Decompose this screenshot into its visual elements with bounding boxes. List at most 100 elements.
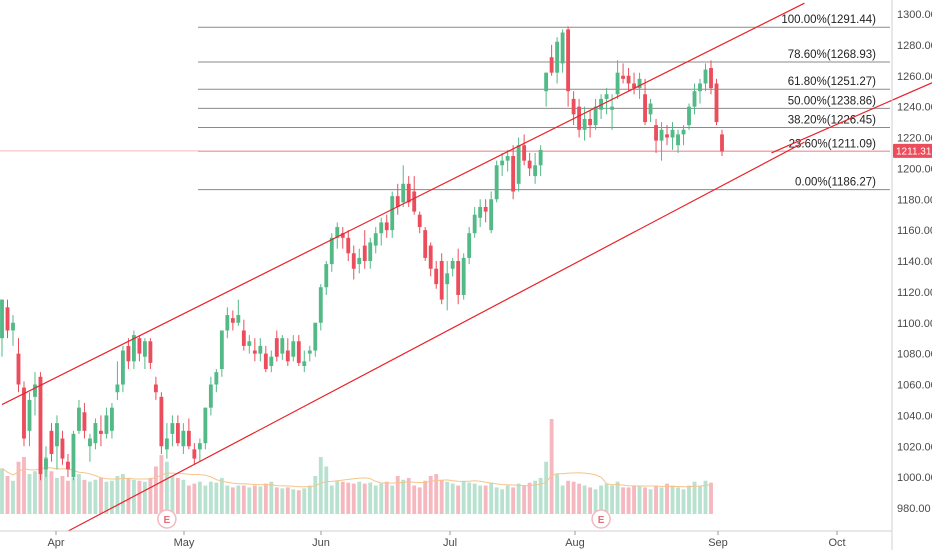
price-axis[interactable]: 980.00 1000.00 1020.00 1040.00 1060.00 1080.0… bbox=[891, 0, 932, 550]
candle-body bbox=[197, 443, 202, 450]
candle-body bbox=[395, 196, 400, 207]
volume-bar bbox=[274, 487, 279, 514]
time-axis[interactable]: Apr May Jun Jul Aug Sep Oct bbox=[0, 530, 892, 549]
volume-bar bbox=[709, 482, 713, 514]
candle-body bbox=[0, 299, 4, 339]
candle-body bbox=[307, 350, 312, 354]
candle bbox=[698, 78, 702, 104]
candle-body bbox=[241, 330, 246, 346]
candle-body bbox=[11, 322, 15, 331]
volume-bar bbox=[203, 485, 208, 514]
volume-bar bbox=[55, 477, 59, 514]
volume-bar bbox=[93, 479, 98, 514]
earnings-marker-icon[interactable] bbox=[157, 509, 177, 529]
volume-bar bbox=[186, 485, 191, 514]
volume-bar bbox=[577, 483, 582, 514]
candle bbox=[560, 29, 565, 73]
candle bbox=[208, 376, 213, 416]
price-tick-label: 1080.00 bbox=[897, 349, 932, 361]
volume-bar bbox=[351, 483, 356, 514]
candle bbox=[434, 261, 439, 289]
candle-body bbox=[582, 118, 587, 130]
candle bbox=[82, 403, 87, 439]
candle bbox=[263, 345, 268, 373]
fib-level-label: 100.00%(1291.44) bbox=[781, 14, 876, 26]
candle bbox=[406, 176, 411, 207]
volume-bar bbox=[0, 468, 4, 514]
volume-bar bbox=[566, 480, 571, 514]
candle-body bbox=[648, 103, 653, 115]
channel-upper-line[interactable] bbox=[1, 2, 805, 406]
volume-bar bbox=[604, 483, 609, 514]
fib-level-label: 50.00%(1238.86) bbox=[788, 95, 876, 107]
volume-bar bbox=[654, 485, 658, 514]
volume-bar bbox=[77, 474, 81, 514]
candle-body bbox=[263, 353, 268, 370]
candle-body bbox=[461, 257, 466, 295]
candle bbox=[258, 338, 263, 362]
candle bbox=[126, 338, 131, 370]
candle-body bbox=[555, 41, 560, 73]
volume-bar bbox=[494, 487, 499, 514]
fibonacci-retracement[interactable]: 100.00%(1291.44) 78.60%(1268.93) 61.80%(12… bbox=[198, 14, 890, 191]
candle bbox=[384, 214, 389, 238]
candle-body bbox=[654, 125, 658, 141]
candle-body bbox=[324, 264, 329, 288]
candle-body bbox=[335, 227, 340, 238]
candle bbox=[164, 423, 169, 459]
candle bbox=[571, 91, 576, 126]
volume-bar bbox=[247, 487, 252, 514]
volume-bar bbox=[439, 479, 444, 514]
candle-body bbox=[285, 350, 290, 362]
volume-bar bbox=[665, 483, 669, 514]
candle bbox=[148, 338, 153, 370]
candle bbox=[351, 245, 356, 280]
volume-bar bbox=[456, 485, 461, 514]
candle bbox=[555, 37, 560, 84]
candle bbox=[489, 191, 494, 234]
volume-bar bbox=[445, 481, 450, 514]
candle bbox=[549, 44, 554, 76]
candle-body bbox=[313, 322, 318, 351]
candle bbox=[599, 94, 604, 119]
trend-channel[interactable] bbox=[1, 2, 932, 532]
candle-body bbox=[170, 423, 175, 434]
candle-body bbox=[439, 261, 444, 300]
candle-body bbox=[467, 233, 472, 258]
candle bbox=[450, 257, 455, 277]
volume-bar bbox=[269, 481, 274, 514]
candle-body bbox=[588, 118, 593, 126]
volume-bar bbox=[626, 487, 631, 514]
candle bbox=[401, 165, 406, 207]
candle-body bbox=[511, 156, 516, 192]
volume-bar bbox=[505, 485, 510, 514]
candle bbox=[159, 392, 164, 454]
candle bbox=[494, 160, 499, 203]
candle bbox=[197, 438, 202, 462]
candle-body bbox=[406, 183, 411, 203]
candle bbox=[186, 418, 191, 450]
candle bbox=[615, 60, 620, 99]
volume-bar bbox=[549, 419, 554, 514]
candle-body bbox=[247, 341, 252, 346]
candle-body bbox=[533, 165, 538, 177]
time-tick-label: Aug bbox=[565, 537, 585, 549]
candle-body bbox=[44, 458, 48, 470]
candle-body bbox=[560, 32, 565, 64]
volume-bar bbox=[676, 487, 680, 514]
volume-bar bbox=[687, 485, 691, 514]
channel-lower-line[interactable] bbox=[67, 141, 805, 532]
candle bbox=[296, 335, 301, 366]
channel-lower-extension-line[interactable] bbox=[771, 66, 932, 154]
candle bbox=[505, 149, 510, 172]
earnings-marker-icon[interactable] bbox=[591, 509, 611, 529]
candle-body bbox=[120, 350, 125, 385]
candle bbox=[22, 381, 26, 447]
candle-body bbox=[302, 361, 307, 366]
volume-bar bbox=[170, 476, 175, 514]
candle bbox=[27, 392, 32, 447]
price-tick-label: 1160.00 bbox=[897, 225, 932, 237]
candle-body bbox=[390, 196, 395, 231]
